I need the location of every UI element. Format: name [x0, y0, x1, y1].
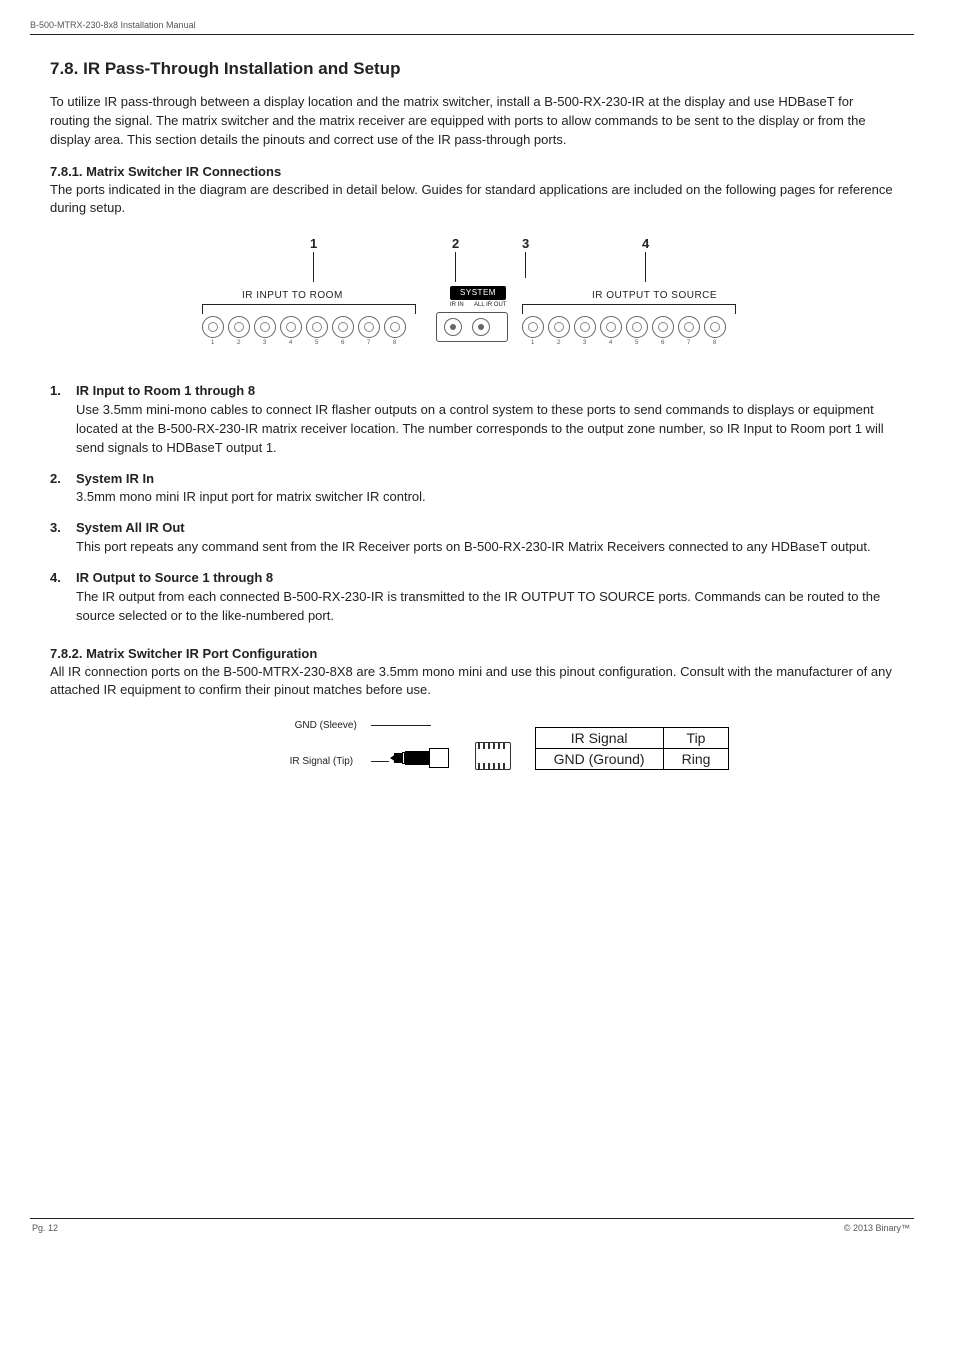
definition-body: The IR output from each connected B-500-…: [76, 589, 880, 623]
subsection-2-heading: 7.8.2. Matrix Switcher IR Port Configura…: [50, 646, 894, 661]
diagram-port-num: 3: [263, 340, 266, 346]
diagram-port: [678, 316, 700, 338]
section-title: 7.8. IR Pass-Through Installation and Se…: [50, 59, 894, 79]
diagram-irin-label: IR IN: [450, 302, 464, 308]
pinout-table: IR Signal Tip GND (Ground) Ring: [535, 727, 730, 770]
diagram-port-num: 4: [289, 340, 292, 346]
diagram-port-num: 6: [661, 340, 664, 346]
definition-body: Use 3.5mm mini-mono cables to connect IR…: [76, 402, 884, 455]
table-cell: Ring: [663, 748, 729, 769]
diagram-port: [306, 316, 328, 338]
subsection-2-para: All IR connection ports on the B-500-MTR…: [50, 663, 894, 701]
diagram-label-ir-input: IR INPUT TO ROOM: [242, 290, 343, 301]
diagram-bracket-left: [202, 304, 416, 314]
diagram-tick-1: [313, 252, 314, 282]
diagram-port: [522, 316, 544, 338]
diagram-port-num: 7: [687, 340, 690, 346]
diagram-port: [626, 316, 648, 338]
diagram-port-num: 2: [237, 340, 240, 346]
diagram-tick-3: [525, 252, 526, 278]
definition-item: 3. System All IR Out This port repeats a…: [50, 519, 894, 557]
diagram-tick-2: [455, 252, 456, 282]
definition-item: 1. IR Input to Room 1 through 8 Use 3.5m…: [50, 382, 894, 457]
diagram-port-num: 4: [609, 340, 612, 346]
running-header: B-500-MTRX-230-8x8 Installation Manual: [30, 20, 914, 35]
definition-item: 2. System IR In 3.5mm mono mini IR input…: [50, 470, 894, 508]
diagram-port: [574, 316, 596, 338]
connector-icon: [475, 742, 511, 770]
definition-number: 3.: [50, 519, 61, 538]
diagram-allirout-label: ALL IR OUT: [474, 302, 506, 308]
definition-body: 3.5mm mono mini IR input port for matrix…: [76, 489, 426, 504]
diagram-tick-4: [645, 252, 646, 282]
jack-leader-line: [371, 761, 389, 762]
ir-ports-diagram: 1 2 3 4 IR INPUT TO ROOM IR OUTPUT TO SO…: [172, 236, 772, 356]
jack-label-gnd-sleeve: GND (Sleeve): [295, 720, 357, 731]
diagram-right-ports: [522, 316, 726, 338]
diagram-center-ports: [444, 318, 490, 336]
section-intro: To utilize IR pass-through between a dis…: [50, 93, 894, 150]
page-content: 7.8. IR Pass-Through Installation and Se…: [30, 59, 914, 778]
diagram-port-num: 5: [315, 340, 318, 346]
diagram-port: [254, 316, 276, 338]
diagram-system-allirout-port: [472, 318, 490, 336]
definition-number: 4.: [50, 569, 61, 588]
subsection-1-para: The ports indicated in the diagram are d…: [50, 181, 894, 219]
diagram-system-label: SYSTEM: [450, 286, 506, 300]
diagram-port: [600, 316, 622, 338]
diagram-port-num: 7: [367, 340, 370, 346]
diagram-callout-3: 3: [522, 236, 529, 251]
definition-number: 2.: [50, 470, 61, 489]
diagram-port-num: 3: [583, 340, 586, 346]
diagram-port: [280, 316, 302, 338]
diagram-port: [202, 316, 224, 338]
diagram-port: [384, 316, 406, 338]
table-row: GND (Ground) Ring: [535, 748, 729, 769]
footer-page-number: Pg. 12: [30, 1223, 58, 1233]
definition-title: System IR In: [76, 470, 894, 489]
definition-number: 1.: [50, 382, 61, 401]
jack-label-ir-signal-tip: IR Signal (Tip): [290, 756, 354, 767]
diagram-port: [228, 316, 250, 338]
diagram-left-ports: [202, 316, 406, 338]
definitions-list: 1. IR Input to Room 1 through 8 Use 3.5m…: [50, 382, 894, 625]
page-footer: Pg. 12 © 2013 Binary™: [30, 1218, 914, 1233]
diagram-port: [548, 316, 570, 338]
jack-diagram: GND (Sleeve) IR Signal (Tip): [215, 718, 515, 778]
diagram-bracket-right: [522, 304, 736, 314]
section-number: 7.8.: [50, 59, 78, 78]
diagram-callout-2: 2: [452, 236, 459, 251]
definition-title: System All IR Out: [76, 519, 894, 538]
diagram-system-irin-port: [444, 318, 462, 336]
subsection-1-heading: 7.8.1. Matrix Switcher IR Connections: [50, 164, 894, 179]
table-cell: Tip: [663, 727, 729, 748]
table-cell: GND (Ground): [535, 748, 663, 769]
definition-title: IR Input to Room 1 through 8: [76, 382, 894, 401]
diagram-port-num: 2: [557, 340, 560, 346]
diagram-port-num: 8: [713, 340, 716, 346]
definition-item: 4. IR Output to Source 1 through 8 The I…: [50, 569, 894, 626]
diagram-port-num: 6: [341, 340, 344, 346]
diagram-port-num: 5: [635, 340, 638, 346]
section-heading-text: IR Pass-Through Installation and Setup: [83, 59, 400, 78]
table-cell: IR Signal: [535, 727, 663, 748]
diagram-callout-1: 1: [310, 236, 317, 251]
diagram-port: [652, 316, 674, 338]
pinout-block: GND (Sleeve) IR Signal (Tip) IR Signal T…: [50, 718, 894, 778]
diagram-callout-4: 4: [642, 236, 649, 251]
diagram-port: [358, 316, 380, 338]
diagram-label-ir-output: IR OUTPUT TO SOURCE: [592, 290, 717, 301]
definition-body: This port repeats any command sent from …: [76, 539, 871, 554]
table-row: IR Signal Tip: [535, 727, 729, 748]
diagram-port: [332, 316, 354, 338]
jack-leader-line: [371, 725, 431, 726]
diagram-port-num: 8: [393, 340, 396, 346]
footer-copyright: © 2013 Binary™: [844, 1223, 914, 1233]
diagram-port: [704, 316, 726, 338]
diagram-port-num: 1: [211, 340, 214, 346]
definition-title: IR Output to Source 1 through 8: [76, 569, 894, 588]
diagram-port-num: 1: [531, 340, 534, 346]
